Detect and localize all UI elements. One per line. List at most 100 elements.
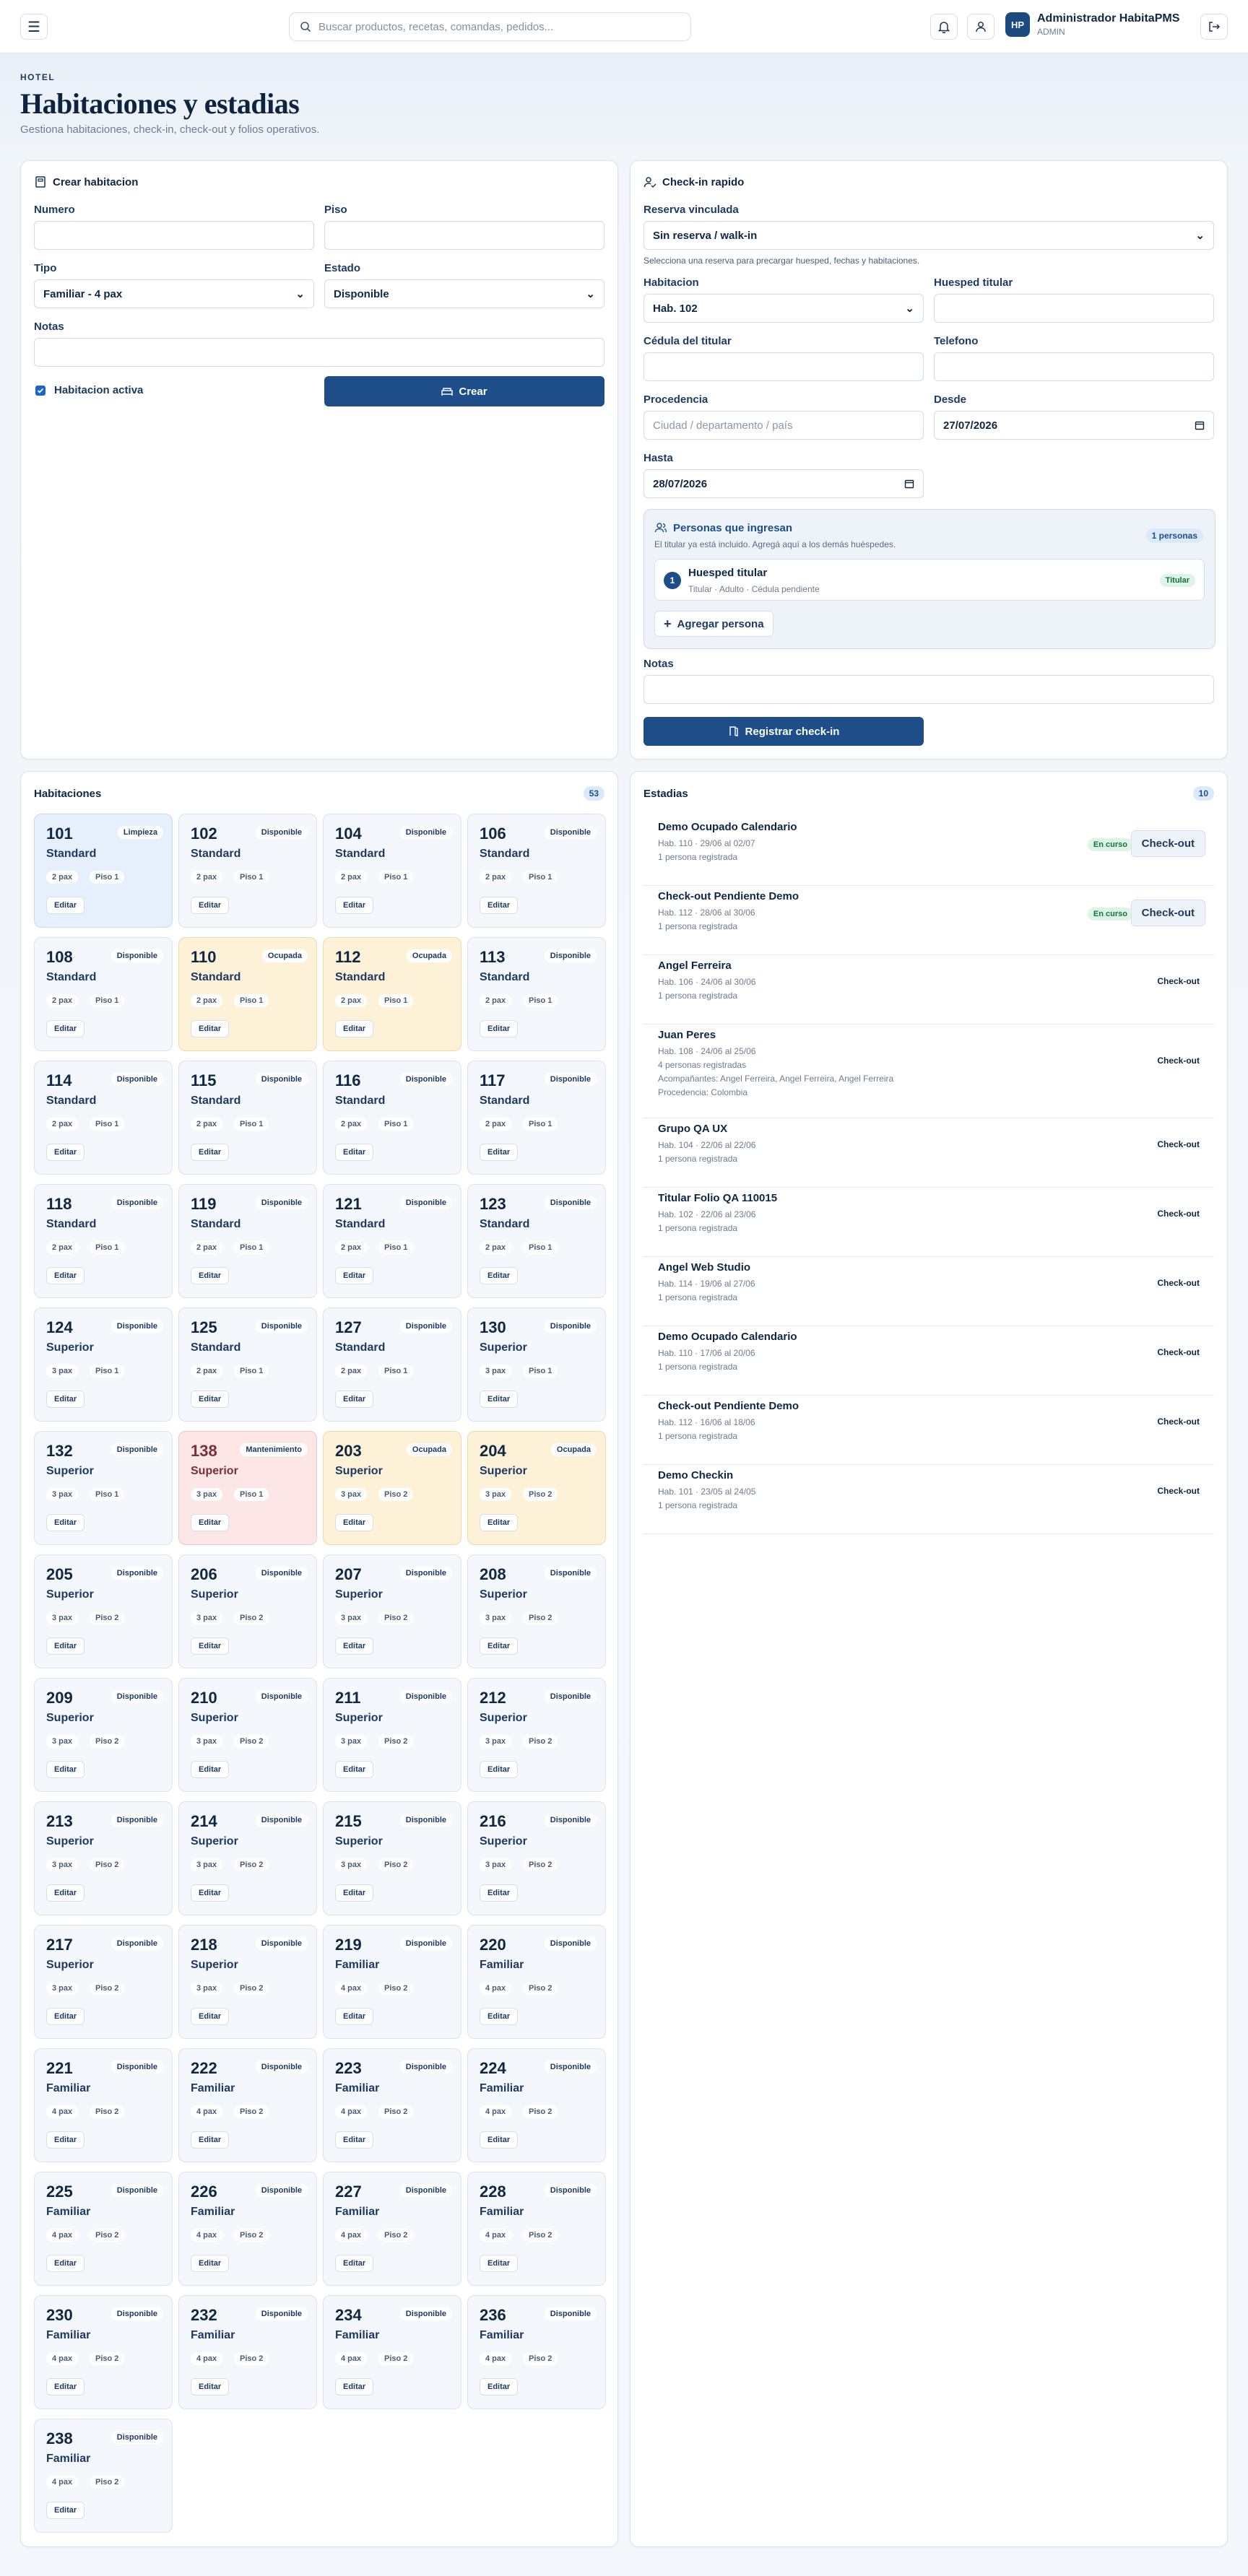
room-card[interactable]: 116 Disponible Standard 2 pax Piso 1 Editar: [323, 1061, 462, 1175]
edit-room-button[interactable]: Editar: [335, 2255, 374, 2272]
edit-room-button[interactable]: Editar: [46, 1144, 85, 1161]
room-card[interactable]: 216 Disponible Superior 3 pax Piso 2 Editar: [467, 1801, 606, 1915]
menu-button[interactable]: ☰: [20, 14, 48, 40]
edit-room-button[interactable]: Editar: [335, 2008, 374, 2025]
edit-room-button[interactable]: Editar: [191, 2131, 230, 2149]
profile-button[interactable]: [967, 14, 994, 40]
edit-room-button[interactable]: Editar: [191, 1637, 230, 1655]
room-card[interactable]: 238 Disponible Familiar 4 pax Piso 2 Editar: [34, 2419, 173, 2533]
checkout-button[interactable]: Check-out: [1157, 1209, 1200, 1219]
room-card[interactable]: 225 Disponible Familiar 4 pax Piso 2 Editar: [34, 2172, 173, 2286]
room-card[interactable]: 209 Disponible Superior 3 pax Piso 2 Editar: [34, 1678, 173, 1792]
edit-room-button[interactable]: Editar: [480, 1020, 519, 1037]
room-card[interactable]: 211 Disponible Superior 3 pax Piso 2 Editar: [323, 1678, 462, 1792]
create-room-button[interactable]: Crear: [324, 376, 604, 406]
hasta-date-field[interactable]: 28/07/2026: [644, 469, 924, 498]
edit-room-button[interactable]: Editar: [46, 1267, 85, 1284]
room-card[interactable]: 121 Disponible Standard 2 pax Piso 1 Editar: [323, 1184, 462, 1298]
room-card[interactable]: 112 Ocupada Standard 2 pax Piso 1 Editar: [323, 937, 462, 1051]
room-card[interactable]: 220 Disponible Familiar 4 pax Piso 2 Editar: [467, 1925, 606, 2039]
room-card[interactable]: 203 Ocupada Superior 3 pax Piso 2 Editar: [323, 1431, 462, 1545]
edit-room-button[interactable]: Editar: [46, 2255, 85, 2272]
edit-room-button[interactable]: Editar: [480, 1391, 519, 1408]
edit-room-button[interactable]: Editar: [335, 1391, 374, 1408]
edit-room-button[interactable]: Editar: [46, 1761, 85, 1778]
room-card[interactable]: 234 Disponible Familiar 4 pax Piso 2 Editar: [323, 2295, 462, 2409]
checkin-notas-field[interactable]: [644, 675, 1214, 704]
room-card[interactable]: 223 Disponible Familiar 4 pax Piso 2 Editar: [323, 2048, 462, 2162]
notifications-button[interactable]: [930, 14, 958, 40]
user-menu[interactable]: HP Administrador HabitaPMS ADMIN: [1005, 12, 1179, 37]
edit-room-button[interactable]: Editar: [335, 1884, 374, 1902]
room-card[interactable]: 228 Disponible Familiar 4 pax Piso 2 Editar: [467, 2172, 606, 2286]
room-card[interactable]: 132 Disponible Superior 3 pax Piso 1 Editar: [34, 1431, 173, 1545]
room-card[interactable]: 219 Disponible Familiar 4 pax Piso 2 Editar: [323, 1925, 462, 2039]
procedencia-field[interactable]: [644, 411, 924, 440]
edit-room-button[interactable]: Editar: [46, 897, 85, 914]
edit-room-button[interactable]: Editar: [480, 1884, 519, 1902]
room-card[interactable]: 102 Disponible Standard 2 pax Piso 1 Editar: [178, 814, 317, 928]
room-card[interactable]: 227 Disponible Familiar 4 pax Piso 2 Editar: [323, 2172, 462, 2286]
edit-room-button[interactable]: Editar: [191, 2255, 230, 2272]
room-card[interactable]: 212 Disponible Superior 3 pax Piso 2 Editar: [467, 1678, 606, 1792]
checkout-button[interactable]: Check-out: [1157, 1347, 1200, 1357]
checkout-button[interactable]: Check-out: [1157, 1278, 1200, 1288]
room-card[interactable]: 123 Disponible Standard 2 pax Piso 1 Editar: [467, 1184, 606, 1298]
numero-input[interactable]: [43, 229, 305, 242]
edit-room-button[interactable]: Editar: [191, 1761, 230, 1778]
cedula-field[interactable]: [644, 352, 924, 381]
edit-room-button[interactable]: Editar: [191, 1884, 230, 1902]
edit-room-button[interactable]: Editar: [335, 1144, 374, 1161]
edit-room-button[interactable]: Editar: [335, 1020, 374, 1037]
search-input[interactable]: [318, 20, 665, 33]
room-card[interactable]: 215 Disponible Superior 3 pax Piso 2 Editar: [323, 1801, 462, 1915]
edit-room-button[interactable]: Editar: [191, 1514, 230, 1531]
edit-room-button[interactable]: Editar: [46, 1020, 85, 1037]
edit-room-button[interactable]: Editar: [335, 1637, 374, 1655]
edit-room-button[interactable]: Editar: [191, 897, 230, 914]
room-card[interactable]: 226 Disponible Familiar 4 pax Piso 2 Editar: [178, 2172, 317, 2286]
room-card[interactable]: 224 Disponible Familiar 4 pax Piso 2 Editar: [467, 2048, 606, 2162]
room-card[interactable]: 204 Ocupada Superior 3 pax Piso 2 Editar: [467, 1431, 606, 1545]
add-person-button[interactable]: + Agregar persona: [654, 611, 774, 637]
room-card[interactable]: 127 Disponible Standard 2 pax Piso 1 Editar: [323, 1307, 462, 1422]
room-card[interactable]: 232 Disponible Familiar 4 pax Piso 2 Editar: [178, 2295, 317, 2409]
room-card[interactable]: 130 Disponible Superior 3 pax Piso 1 Editar: [467, 1307, 606, 1422]
checkout-button[interactable]: Check-out: [1130, 900, 1205, 926]
telefono-input[interactable]: [943, 360, 1205, 373]
edit-room-button[interactable]: Editar: [46, 2378, 85, 2396]
checkout-button[interactable]: Check-out: [1130, 830, 1205, 857]
edit-room-button[interactable]: Editar: [191, 2378, 230, 2396]
room-card[interactable]: 222 Disponible Familiar 4 pax Piso 2 Editar: [178, 2048, 317, 2162]
checkout-button[interactable]: Check-out: [1157, 976, 1200, 986]
edit-room-button[interactable]: Editar: [335, 1514, 374, 1531]
edit-room-button[interactable]: Editar: [46, 1637, 85, 1655]
estado-select[interactable]: Disponible ⌄: [324, 279, 604, 308]
room-card[interactable]: 213 Disponible Superior 3 pax Piso 2 Editar: [34, 1801, 173, 1915]
habitacion-select[interactable]: Hab. 102 ⌄: [644, 294, 924, 323]
numero-field[interactable]: [34, 221, 314, 250]
edit-room-button[interactable]: Editar: [191, 2008, 230, 2025]
room-card[interactable]: 208 Disponible Superior 3 pax Piso 2 Editar: [467, 1554, 606, 1668]
room-card[interactable]: 114 Disponible Standard 2 pax Piso 1 Editar: [34, 1061, 173, 1175]
room-card[interactable]: 101 Limpieza Standard 2 pax Piso 1 Editar: [34, 814, 173, 928]
desde-date-field[interactable]: 27/07/2026: [934, 411, 1214, 440]
room-card[interactable]: 236 Disponible Familiar 4 pax Piso 2 Editar: [467, 2295, 606, 2409]
edit-room-button[interactable]: Editar: [46, 2502, 85, 2519]
notas-input[interactable]: [43, 346, 595, 359]
notas-field[interactable]: [34, 338, 604, 367]
edit-room-button[interactable]: Editar: [480, 2378, 519, 2396]
edit-room-button[interactable]: Editar: [191, 1391, 230, 1408]
edit-room-button[interactable]: Editar: [46, 1514, 85, 1531]
room-card[interactable]: 118 Disponible Standard 2 pax Piso 1 Editar: [34, 1184, 173, 1298]
room-card[interactable]: 214 Disponible Superior 3 pax Piso 2 Editar: [178, 1801, 317, 1915]
edit-room-button[interactable]: Editar: [46, 2131, 85, 2149]
room-card[interactable]: 124 Disponible Superior 3 pax Piso 1 Editar: [34, 1307, 173, 1422]
room-card[interactable]: 221 Disponible Familiar 4 pax Piso 2 Editar: [34, 2048, 173, 2162]
edit-room-button[interactable]: Editar: [191, 1020, 230, 1037]
room-card[interactable]: 119 Disponible Standard 2 pax Piso 1 Editar: [178, 1184, 317, 1298]
edit-room-button[interactable]: Editar: [335, 897, 374, 914]
huesped-field[interactable]: [934, 294, 1214, 323]
edit-room-button[interactable]: Editar: [191, 1144, 230, 1161]
room-card[interactable]: 125 Disponible Standard 2 pax Piso 1 Editar: [178, 1307, 317, 1422]
